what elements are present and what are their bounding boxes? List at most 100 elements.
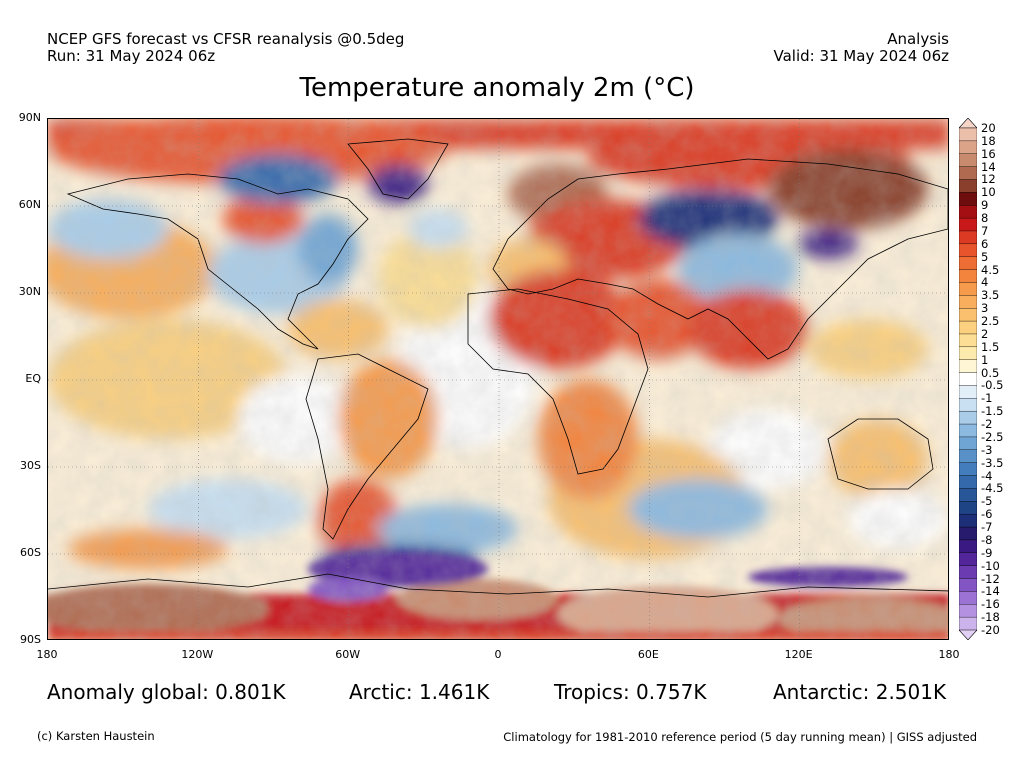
colorbar-swatch — [959, 462, 977, 477]
colorbar-swatch — [959, 192, 977, 206]
colorbar-label: -1 — [981, 391, 993, 406]
colorbar-swatch — [959, 217, 977, 232]
colorbar-swatch — [959, 578, 977, 593]
colorbar-label: 18 — [981, 133, 996, 148]
colorbar-label: -14 — [981, 584, 1000, 599]
valid-time: Valid: 31 May 2024 06z — [773, 47, 949, 65]
lat-label: 90S — [20, 633, 41, 646]
colorbar-label: 5 — [981, 249, 989, 264]
colorbar-label: -3.5 — [981, 455, 1004, 470]
colorbar-top-arrow — [959, 118, 977, 129]
colorbar-label: 7 — [981, 223, 989, 238]
lat-label: 60S — [20, 546, 41, 559]
lon-label: 60W — [335, 648, 361, 661]
colorbar-label: 10 — [981, 185, 996, 200]
lat-label: 30S — [20, 459, 41, 472]
colorbar-label: -4 — [981, 468, 993, 483]
colorbar-swatch — [959, 127, 977, 142]
colorbar-bottom-arrow — [959, 629, 977, 640]
copyright: (c) Karsten Haustein — [37, 729, 155, 743]
lat-label: EQ — [25, 372, 41, 385]
colorbar-label: -2 — [981, 417, 993, 432]
colorbar-label: 6 — [981, 236, 989, 251]
lat-label: 90N — [18, 111, 41, 124]
climatology-note: Climatology for 1981-2010 reference peri… — [503, 730, 977, 744]
colorbar-label: -20 — [981, 623, 1000, 637]
colorbar-label: -12 — [981, 571, 1000, 586]
colorbar-swatch — [959, 385, 977, 400]
colorbar-swatch — [959, 526, 977, 541]
colorbar-swatch — [959, 616, 977, 631]
page-title: Temperature anomaly 2m (°C) — [299, 73, 695, 103]
anomaly-arctic: Arctic: 1.461K — [349, 680, 490, 704]
colorbar-swatch — [959, 243, 977, 258]
colorbar-swatch — [959, 205, 977, 219]
colorbar-label: -4.5 — [981, 481, 1004, 496]
anomaly-global: Anomaly global: 0.801K — [47, 680, 286, 704]
colorbar-swatch — [959, 372, 977, 387]
colorbar-swatch — [959, 295, 977, 309]
colorbar-label: 3 — [981, 301, 989, 316]
anomaly-antarctic: Antarctic: 2.501K — [773, 680, 947, 704]
colorbar-swatch — [959, 398, 977, 412]
colorbar-swatch — [959, 501, 977, 515]
colorbar-swatch — [959, 140, 977, 155]
colorbar-label: -6 — [981, 507, 993, 522]
colorbar-swatch — [959, 591, 977, 605]
lon-label: 180 — [938, 648, 960, 661]
lat-label: 30N — [18, 285, 41, 298]
colorbar-swatch — [959, 153, 977, 168]
lon-label: 60E — [637, 648, 659, 661]
colorbar-swatch — [959, 552, 977, 567]
colorbar-swatch — [959, 179, 977, 194]
colorbar-label: 4 — [981, 275, 989, 290]
colorbar-swatch — [959, 166, 977, 181]
colorbar-label: 9 — [981, 198, 989, 213]
colorbar-label: 1.5 — [981, 339, 1000, 354]
colorbar-label: -5 — [981, 494, 993, 509]
colorbar-label: 12 — [981, 172, 996, 187]
colorbar-swatch — [959, 346, 977, 361]
model-description: NCEP GFS forecast vs CFSR reanalysis @0.… — [47, 30, 405, 48]
lon-label: 0 — [494, 648, 502, 661]
colorbar-label: 20 — [981, 121, 996, 135]
graticule — [48, 119, 948, 639]
colorbar-label: -8 — [981, 532, 993, 547]
lon-label: 180 — [36, 648, 58, 661]
map-canvas — [48, 119, 948, 639]
colorbar-swatch — [959, 436, 977, 451]
lat-label: 60N — [18, 198, 41, 211]
anomaly-tropics: Tropics: 0.757K — [554, 680, 707, 704]
colorbar-label: 16 — [981, 146, 996, 161]
colorbar-label: -2.5 — [981, 429, 1004, 444]
colorbar-swatch — [959, 282, 977, 297]
colorbar-swatch — [959, 333, 977, 348]
colorbar-label: -3 — [981, 442, 993, 457]
colorbar-label: 3.5 — [981, 288, 1000, 303]
colorbar-swatch — [959, 449, 977, 464]
colorbar-label: -10 — [981, 558, 1000, 573]
lon-label: 120E — [784, 648, 813, 661]
colorbar-swatch — [959, 539, 977, 554]
colorbar-label: -1.5 — [981, 404, 1004, 419]
colorbar-swatch — [959, 513, 977, 528]
colorbar-label: -16 — [981, 597, 1000, 612]
lon-label: 120W — [181, 648, 214, 661]
colorbar-label: 4.5 — [981, 262, 1000, 277]
colorbar-label: 0.5 — [981, 365, 1000, 380]
colorbar-label: 2 — [981, 326, 989, 341]
colorbar-swatch — [959, 359, 977, 374]
colorbar-swatch — [959, 256, 977, 271]
colorbar-label: -9 — [981, 545, 993, 560]
colorbar-swatch — [959, 410, 977, 425]
temperature-anomaly-map — [47, 118, 949, 640]
analysis-label: Analysis — [887, 30, 949, 48]
colorbar-label: -18 — [981, 610, 1000, 625]
colorbar-label: 8 — [981, 211, 989, 226]
colorbar — [959, 118, 977, 640]
run-time: Run: 31 May 2024 06z — [47, 47, 216, 65]
colorbar-swatch — [959, 604, 977, 618]
colorbar-swatch — [959, 423, 977, 438]
colorbar-label: -7 — [981, 520, 993, 535]
colorbar-label: 1 — [981, 352, 989, 367]
